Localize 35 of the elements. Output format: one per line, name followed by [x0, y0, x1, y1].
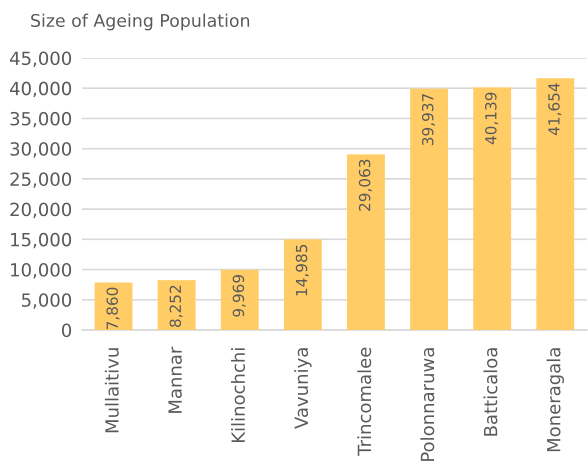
chart-title: Size of Ageing Population — [31, 14, 250, 30]
y-tick-label: 35,000 — [10, 112, 72, 128]
data-label: 7,860 — [106, 288, 120, 330]
data-label: 14,985 — [296, 244, 309, 296]
bar — [473, 87, 512, 330]
y-tick-label: 10,000 — [11, 263, 72, 279]
x-tick-label: Vavuniya — [294, 348, 312, 429]
bar — [410, 88, 448, 330]
data-label: 29,063 — [358, 160, 372, 211]
y-tick-label: 20,000 — [10, 202, 72, 218]
y-tick-label: 30,000 — [10, 142, 72, 158]
x-tick-label: Batticaloa — [483, 348, 498, 436]
bar — [220, 270, 259, 330]
x-tick-label: Polonnaruwa — [420, 348, 434, 461]
data-label: 9,969 — [232, 274, 246, 317]
data-label: 8,252 — [170, 286, 183, 327]
x-tick-label: Trincomalee — [357, 348, 372, 456]
bar — [284, 239, 322, 330]
y-tick-label: 45,000 — [10, 51, 72, 67]
data-label: 39,937 — [422, 94, 436, 146]
y-tick-label: 0 — [62, 323, 72, 338]
x-tick-label: Mullaitivu — [104, 348, 119, 432]
bar — [347, 154, 385, 330]
data-label: 40,139 — [485, 92, 498, 144]
bar — [94, 282, 132, 330]
data-label: 41,654 — [548, 83, 562, 136]
x-tick-label: Mannar — [168, 346, 182, 413]
y-tick-label: 5,000 — [22, 293, 72, 309]
y-tick-label: 25,000 — [10, 172, 72, 188]
bar — [158, 280, 196, 330]
y-tick-label: 40,000 — [10, 82, 72, 98]
y-tick-label: 15,000 — [11, 232, 72, 248]
x-tick-label: Kilinochchi — [231, 348, 245, 442]
x-tick-label: Moneragala — [546, 348, 564, 452]
bar — [536, 78, 574, 330]
